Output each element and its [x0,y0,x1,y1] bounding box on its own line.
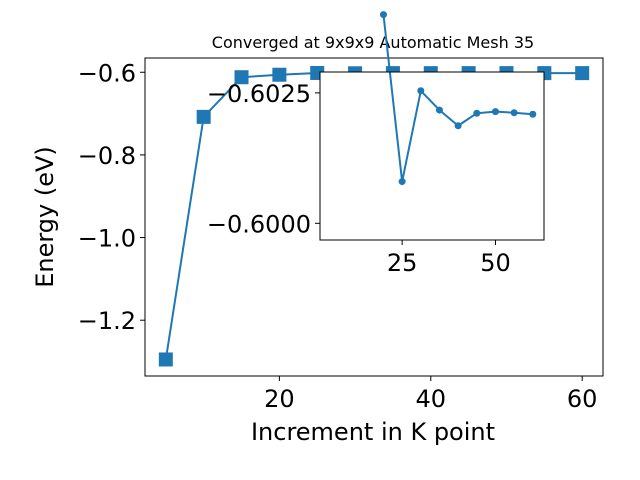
x-tick-label: 25 [387,249,418,277]
inset-background [320,72,544,240]
main-chart: Converged at 9x9x9 Automatic Mesh 35 Inc… [31,33,604,446]
x-tick-label: 60 [567,385,598,413]
inset-y-axis-ticks: −0.6025 −0.6000 [207,80,320,238]
data-point [234,70,249,85]
y-axis-ticks: −0.6 −0.8 −1.0 −1.2 [78,59,145,335]
x-tick-label: 20 [264,385,295,413]
x-tick-label: 40 [416,385,447,413]
x-axis-ticks: 20 40 60 [264,376,597,413]
inset-data-point [529,110,537,118]
plot-area-frame [144,57,604,377]
inset-chart: 25 50 −0.6025 −0.6000 [207,11,545,277]
y-tick-label: −1.2 [78,307,136,335]
inset-frame [319,71,545,241]
y-tick-label: −0.6025 [207,80,311,108]
inset-data-point [454,122,462,130]
data-point [196,109,211,124]
y-tick-label: −0.8 [78,142,136,170]
inset-data-point [473,109,481,117]
data-point [575,66,590,81]
data-point [158,352,173,367]
inset-data-point [417,87,425,95]
y-tick-label: −0.6000 [207,210,311,238]
inset-x-axis-ticks: 25 50 [387,240,511,277]
inset-data-point [398,178,406,186]
inset-data-point [491,108,499,116]
y-axis-label: Energy (eV) [31,146,59,288]
y-tick-label: −1.0 [78,225,136,253]
x-axis-label: Increment in K point [251,418,495,446]
inset-series [379,11,537,186]
y-tick-label: −0.6 [78,59,136,87]
inset-data-point [435,106,443,114]
data-point [272,67,287,82]
x-tick-label: 50 [480,249,511,277]
inset-data-point [510,109,518,117]
inset-data-point [379,11,387,19]
chart-title: Converged at 9x9x9 Automatic Mesh 35 [212,33,534,52]
